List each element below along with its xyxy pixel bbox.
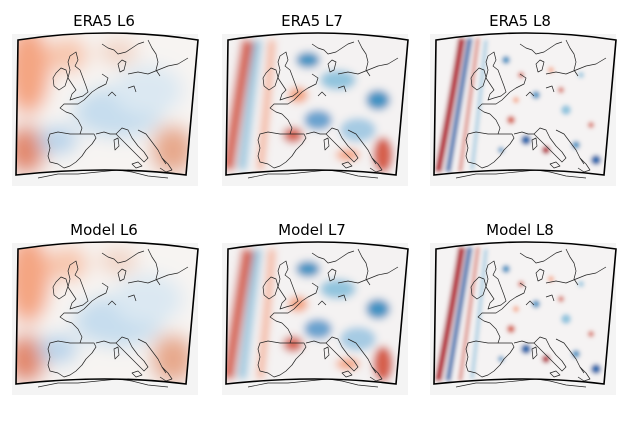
map-panel-model-l7 bbox=[222, 241, 409, 395]
map-panel-era5-l7 bbox=[222, 32, 409, 186]
panel-title-model-l6: Model L6 bbox=[70, 221, 138, 239]
panel-title-model-l7: Model L7 bbox=[278, 221, 346, 239]
map-panel-model-l8 bbox=[430, 241, 617, 395]
map-panel-era5-l8 bbox=[430, 32, 617, 186]
panel-title-model-l8: Model L8 bbox=[486, 221, 554, 239]
map-panel-model-l6 bbox=[12, 241, 199, 395]
panel-title-era5-l7: ERA5 L7 bbox=[281, 12, 343, 30]
panel-title-era5-l6: ERA5 L6 bbox=[73, 12, 135, 30]
map-panel-era5-l6 bbox=[12, 32, 199, 186]
panel-title-era5-l8: ERA5 L8 bbox=[489, 12, 551, 30]
